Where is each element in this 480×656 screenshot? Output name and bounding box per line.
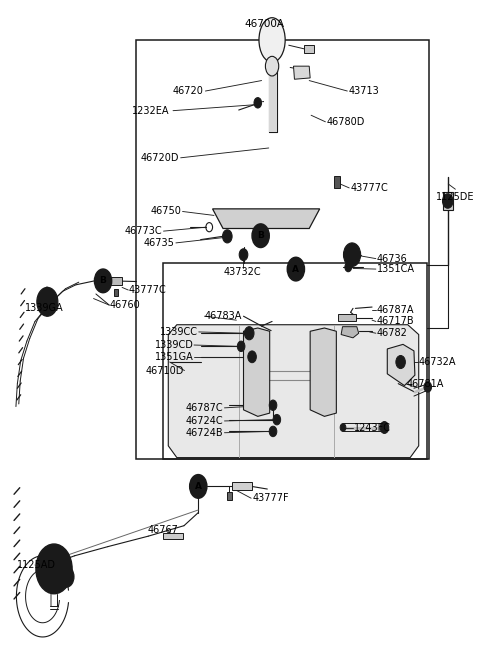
Circle shape [223, 230, 232, 243]
Text: 46700A: 46700A [245, 18, 285, 29]
Circle shape [443, 194, 453, 208]
Text: 1232EA: 1232EA [132, 106, 170, 115]
Polygon shape [310, 328, 336, 417]
Circle shape [396, 356, 406, 369]
Circle shape [95, 269, 112, 293]
Circle shape [37, 287, 58, 316]
Circle shape [344, 243, 360, 266]
Text: 46782: 46782 [377, 328, 408, 338]
Circle shape [248, 351, 256, 363]
Text: 43777C: 43777C [128, 285, 166, 295]
Circle shape [340, 424, 346, 432]
Text: 1125DE: 1125DE [436, 192, 475, 202]
Circle shape [49, 562, 59, 575]
Circle shape [252, 224, 269, 247]
Text: 46735: 46735 [144, 238, 174, 248]
Circle shape [380, 422, 389, 434]
Polygon shape [243, 328, 270, 417]
Circle shape [43, 295, 52, 308]
Text: 46787C: 46787C [186, 403, 224, 413]
Text: 46760: 46760 [109, 300, 140, 310]
Circle shape [44, 554, 64, 583]
Text: 43777F: 43777F [252, 493, 288, 503]
Bar [115, 289, 118, 296]
Text: 1339CD: 1339CD [155, 340, 193, 350]
Circle shape [254, 98, 262, 108]
Bar [163, 262, 427, 459]
Text: 43732C: 43732C [224, 268, 262, 277]
Text: A: A [195, 482, 202, 491]
Bar [232, 483, 252, 490]
Text: 1351GA: 1351GA [155, 352, 193, 362]
Circle shape [288, 257, 304, 281]
Circle shape [239, 249, 248, 260]
Ellipse shape [259, 18, 285, 62]
Polygon shape [387, 344, 415, 386]
Text: 43777C: 43777C [350, 183, 388, 193]
Bar [269, 64, 277, 132]
Circle shape [269, 400, 277, 411]
Text: 46710D: 46710D [145, 365, 184, 375]
Text: 1243FC: 1243FC [354, 422, 391, 432]
Circle shape [269, 426, 277, 437]
Text: 46767: 46767 [147, 525, 178, 535]
Text: 46732A: 46732A [419, 357, 456, 367]
Text: 46787A: 46787A [377, 304, 414, 315]
Text: 43713: 43713 [348, 86, 379, 96]
Text: 46780D: 46780D [327, 117, 365, 127]
Polygon shape [213, 209, 320, 228]
Text: 46720D: 46720D [141, 153, 179, 163]
Polygon shape [293, 66, 310, 79]
Text: B: B [100, 276, 107, 285]
Bar [110, 277, 122, 285]
Text: 46783A: 46783A [204, 311, 242, 321]
Text: 1339CC: 1339CC [160, 327, 198, 337]
Circle shape [244, 327, 254, 340]
Text: 46724B: 46724B [186, 428, 224, 438]
Text: 46781A: 46781A [407, 379, 444, 388]
Text: 1125AD: 1125AD [17, 560, 56, 570]
Polygon shape [168, 325, 419, 458]
Bar [443, 192, 453, 210]
Circle shape [52, 566, 56, 571]
Polygon shape [341, 327, 359, 338]
Text: 46773C: 46773C [125, 226, 163, 236]
Bar [136, 40, 429, 459]
Text: 46720: 46720 [172, 86, 203, 96]
Bar [334, 176, 340, 188]
Text: 1351CA: 1351CA [377, 264, 415, 274]
Text: 46717B: 46717B [377, 316, 414, 327]
Circle shape [345, 262, 351, 272]
Circle shape [63, 572, 70, 581]
Text: 46750: 46750 [151, 207, 181, 216]
Polygon shape [304, 45, 314, 53]
Circle shape [273, 415, 281, 425]
Bar [338, 314, 356, 321]
Circle shape [237, 341, 245, 352]
Text: 1339GA: 1339GA [24, 303, 63, 314]
Circle shape [59, 566, 74, 587]
Circle shape [46, 299, 49, 304]
Circle shape [190, 475, 207, 498]
Circle shape [424, 382, 432, 392]
Bar [227, 491, 232, 500]
Text: A: A [292, 264, 300, 274]
Circle shape [36, 544, 72, 594]
Ellipse shape [265, 56, 279, 76]
Text: 46724C: 46724C [186, 416, 224, 426]
Text: B: B [257, 231, 264, 240]
Text: 46736: 46736 [377, 254, 408, 264]
Bar [163, 533, 182, 539]
